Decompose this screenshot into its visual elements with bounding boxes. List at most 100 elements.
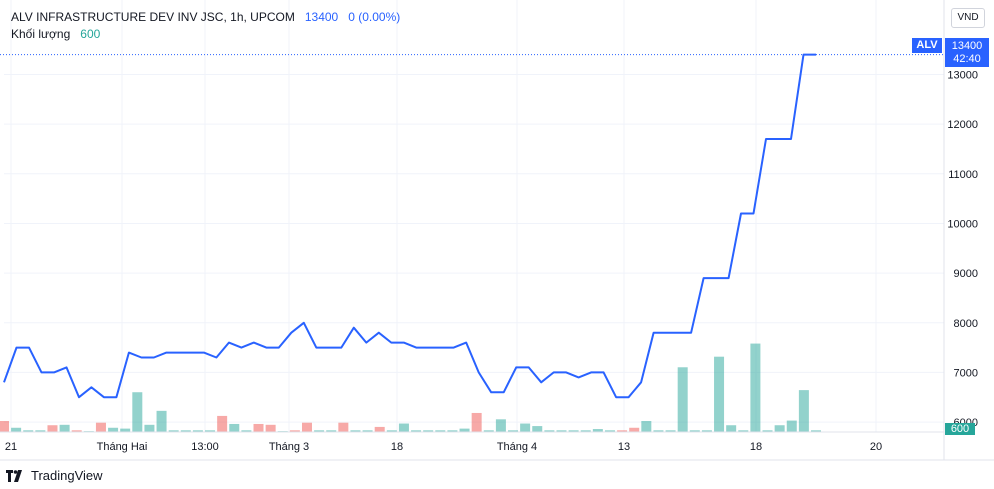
symbol-tag: ALV (912, 38, 942, 53)
x-tick-label: Tháng 4 (497, 441, 537, 453)
volume-bar (532, 426, 543, 432)
tradingview-logo-icon (6, 469, 22, 482)
legend-title-row: ALV INFRASTRUCTURE DEV INV JSC, 1h, UPCO… (11, 9, 400, 26)
volume-bar (459, 428, 470, 432)
volume-bar (35, 430, 46, 432)
volume-bar (592, 429, 603, 432)
legend-title: ALV INFRASTRUCTURE DEV INV JSC, 1h, UPCO… (11, 10, 295, 24)
volume-bar (108, 427, 119, 432)
volume-bar (301, 422, 312, 432)
volume-bar (811, 430, 821, 432)
volume-bar (508, 430, 519, 432)
volume-tag: 600 (945, 423, 975, 435)
volume-bar (398, 423, 409, 432)
volume-bar (338, 422, 349, 432)
volume-bar (132, 392, 143, 432)
volume-bar (495, 419, 506, 432)
volume-bar (289, 430, 300, 432)
volume-bar (156, 410, 167, 432)
volume-bar (71, 430, 82, 432)
x-tick-label: Tháng 3 (269, 441, 309, 453)
x-tick-label: Tháng Hai (97, 441, 148, 453)
volume-bar (241, 430, 252, 432)
volume-bar (350, 430, 361, 432)
volume-bar (786, 420, 797, 432)
volume-bar (0, 421, 9, 432)
volume-bars (0, 343, 821, 432)
legend-volume-label: Khối lượng (11, 27, 71, 41)
volume-bar (483, 430, 494, 432)
volume-bar (362, 430, 373, 432)
volume-bar (229, 423, 240, 432)
volume-bar (714, 356, 725, 432)
axes: 60007000800090001000011000120001300021Th… (0, 0, 994, 461)
volume-bar (435, 430, 446, 432)
x-tick-label: 18 (750, 441, 762, 453)
tradingview-logo[interactable]: TradingView (6, 468, 103, 483)
volume-bar (120, 428, 131, 432)
volume-bar (386, 430, 397, 432)
y-tick-label: 13000 (947, 69, 978, 81)
volume-bar (568, 430, 579, 432)
volume-bar (665, 430, 676, 432)
volume-bar (11, 427, 22, 432)
volume-bar (423, 430, 434, 432)
volume-bar (192, 430, 203, 432)
volume-bar (689, 430, 700, 432)
grid (4, 0, 944, 432)
volume-bar (447, 430, 458, 432)
brand-name: TradingView (31, 468, 103, 483)
volume-bar (59, 424, 70, 432)
volume-bar (168, 430, 179, 432)
volume-bar (629, 427, 640, 432)
volume-bar (556, 430, 567, 432)
volume-bar (374, 426, 385, 432)
price-line-layer (0, 53, 944, 399)
x-tick-label: 18 (391, 441, 403, 453)
bar-countdown: 42:40 (953, 53, 981, 65)
x-tick-label: 20 (870, 441, 882, 453)
volume-bar (738, 430, 749, 432)
y-tick-label: 12000 (947, 119, 978, 131)
volume-bar (314, 430, 325, 432)
volume-bar (544, 430, 555, 432)
legend-change: 0 (0.00%) (348, 10, 401, 24)
volume-bar (217, 415, 228, 432)
y-tick-label: 8000 (954, 318, 978, 330)
volume-bar (617, 430, 628, 432)
x-tick-label: 21 (5, 441, 17, 453)
x-tick-label: 13:00 (191, 441, 219, 453)
currency-button[interactable]: VND (951, 8, 985, 28)
legend-last-price: 13400 (304, 10, 339, 24)
volume-bar (95, 422, 106, 432)
volume-bar (580, 430, 591, 432)
volume-bar (520, 423, 531, 432)
chart-legend: ALV INFRASTRUCTURE DEV INV JSC, 1h, UPCO… (11, 9, 400, 43)
volume-bar (265, 424, 276, 432)
x-tick-label: 13 (618, 441, 630, 453)
price-line (3, 53, 816, 399)
y-tick-label: 11000 (948, 169, 978, 181)
volume-bar (144, 424, 155, 432)
volume-bar (726, 425, 737, 432)
volume-bar (326, 430, 337, 432)
volume-bar (750, 343, 761, 432)
volume-bar (23, 430, 34, 432)
y-tick-label: 10000 (947, 218, 978, 230)
legend-volume-value: 600 (80, 27, 101, 41)
volume-bar (677, 367, 688, 432)
volume-bar (641, 421, 652, 432)
y-tick-label: 7000 (954, 367, 978, 379)
volume-bar (47, 425, 58, 432)
volume-bar (205, 430, 216, 432)
volume-bar (411, 430, 422, 432)
volume-bar (774, 425, 785, 432)
volume-bar (471, 412, 482, 432)
volume-bar (762, 430, 773, 432)
volume-bar (701, 430, 712, 432)
volume-bar (653, 430, 664, 432)
y-tick-label: 9000 (954, 268, 978, 280)
volume-bar (253, 423, 264, 432)
